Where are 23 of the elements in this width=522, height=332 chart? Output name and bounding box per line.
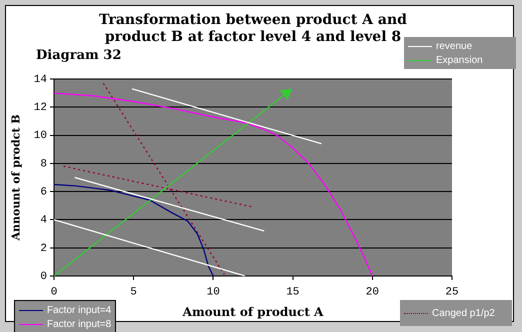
legend-label: Canged p1/p2 xyxy=(432,308,495,318)
chart-subtitle: Diagram 32 xyxy=(36,48,122,63)
x-tick-label: 25 xyxy=(445,286,459,299)
x-tick-label: 5 xyxy=(130,286,137,299)
legend-label: Factor input=4 xyxy=(47,304,112,316)
x-tick-label: 10 xyxy=(206,286,220,299)
x-tick-label: 15 xyxy=(286,286,300,299)
y-tick-label: 2 xyxy=(40,242,47,255)
y-tick-label: 14 xyxy=(34,74,48,86)
legend-label: revenue xyxy=(436,40,472,52)
y-tick-label: 8 xyxy=(40,158,47,170)
y-tick-label: 12 xyxy=(34,102,47,114)
legend-label: Expansion xyxy=(436,54,483,66)
y-tick-label: 4 xyxy=(40,214,48,227)
x-tick-label: 0 xyxy=(50,286,58,299)
y-tick-label: 0 xyxy=(40,270,47,283)
y-tick-label: 10 xyxy=(34,130,47,142)
x-tick-label: 20 xyxy=(366,286,379,299)
legend-label: Factor input=8 xyxy=(47,318,112,330)
y-tick-label: 6 xyxy=(40,186,47,198)
chart-title: Transformation between product A and product B at factor level 4 and level 8 xyxy=(98,12,408,46)
y-axis-title: Annount of prodct B xyxy=(9,114,22,242)
x-axis-title: Amount of product A xyxy=(182,304,324,319)
